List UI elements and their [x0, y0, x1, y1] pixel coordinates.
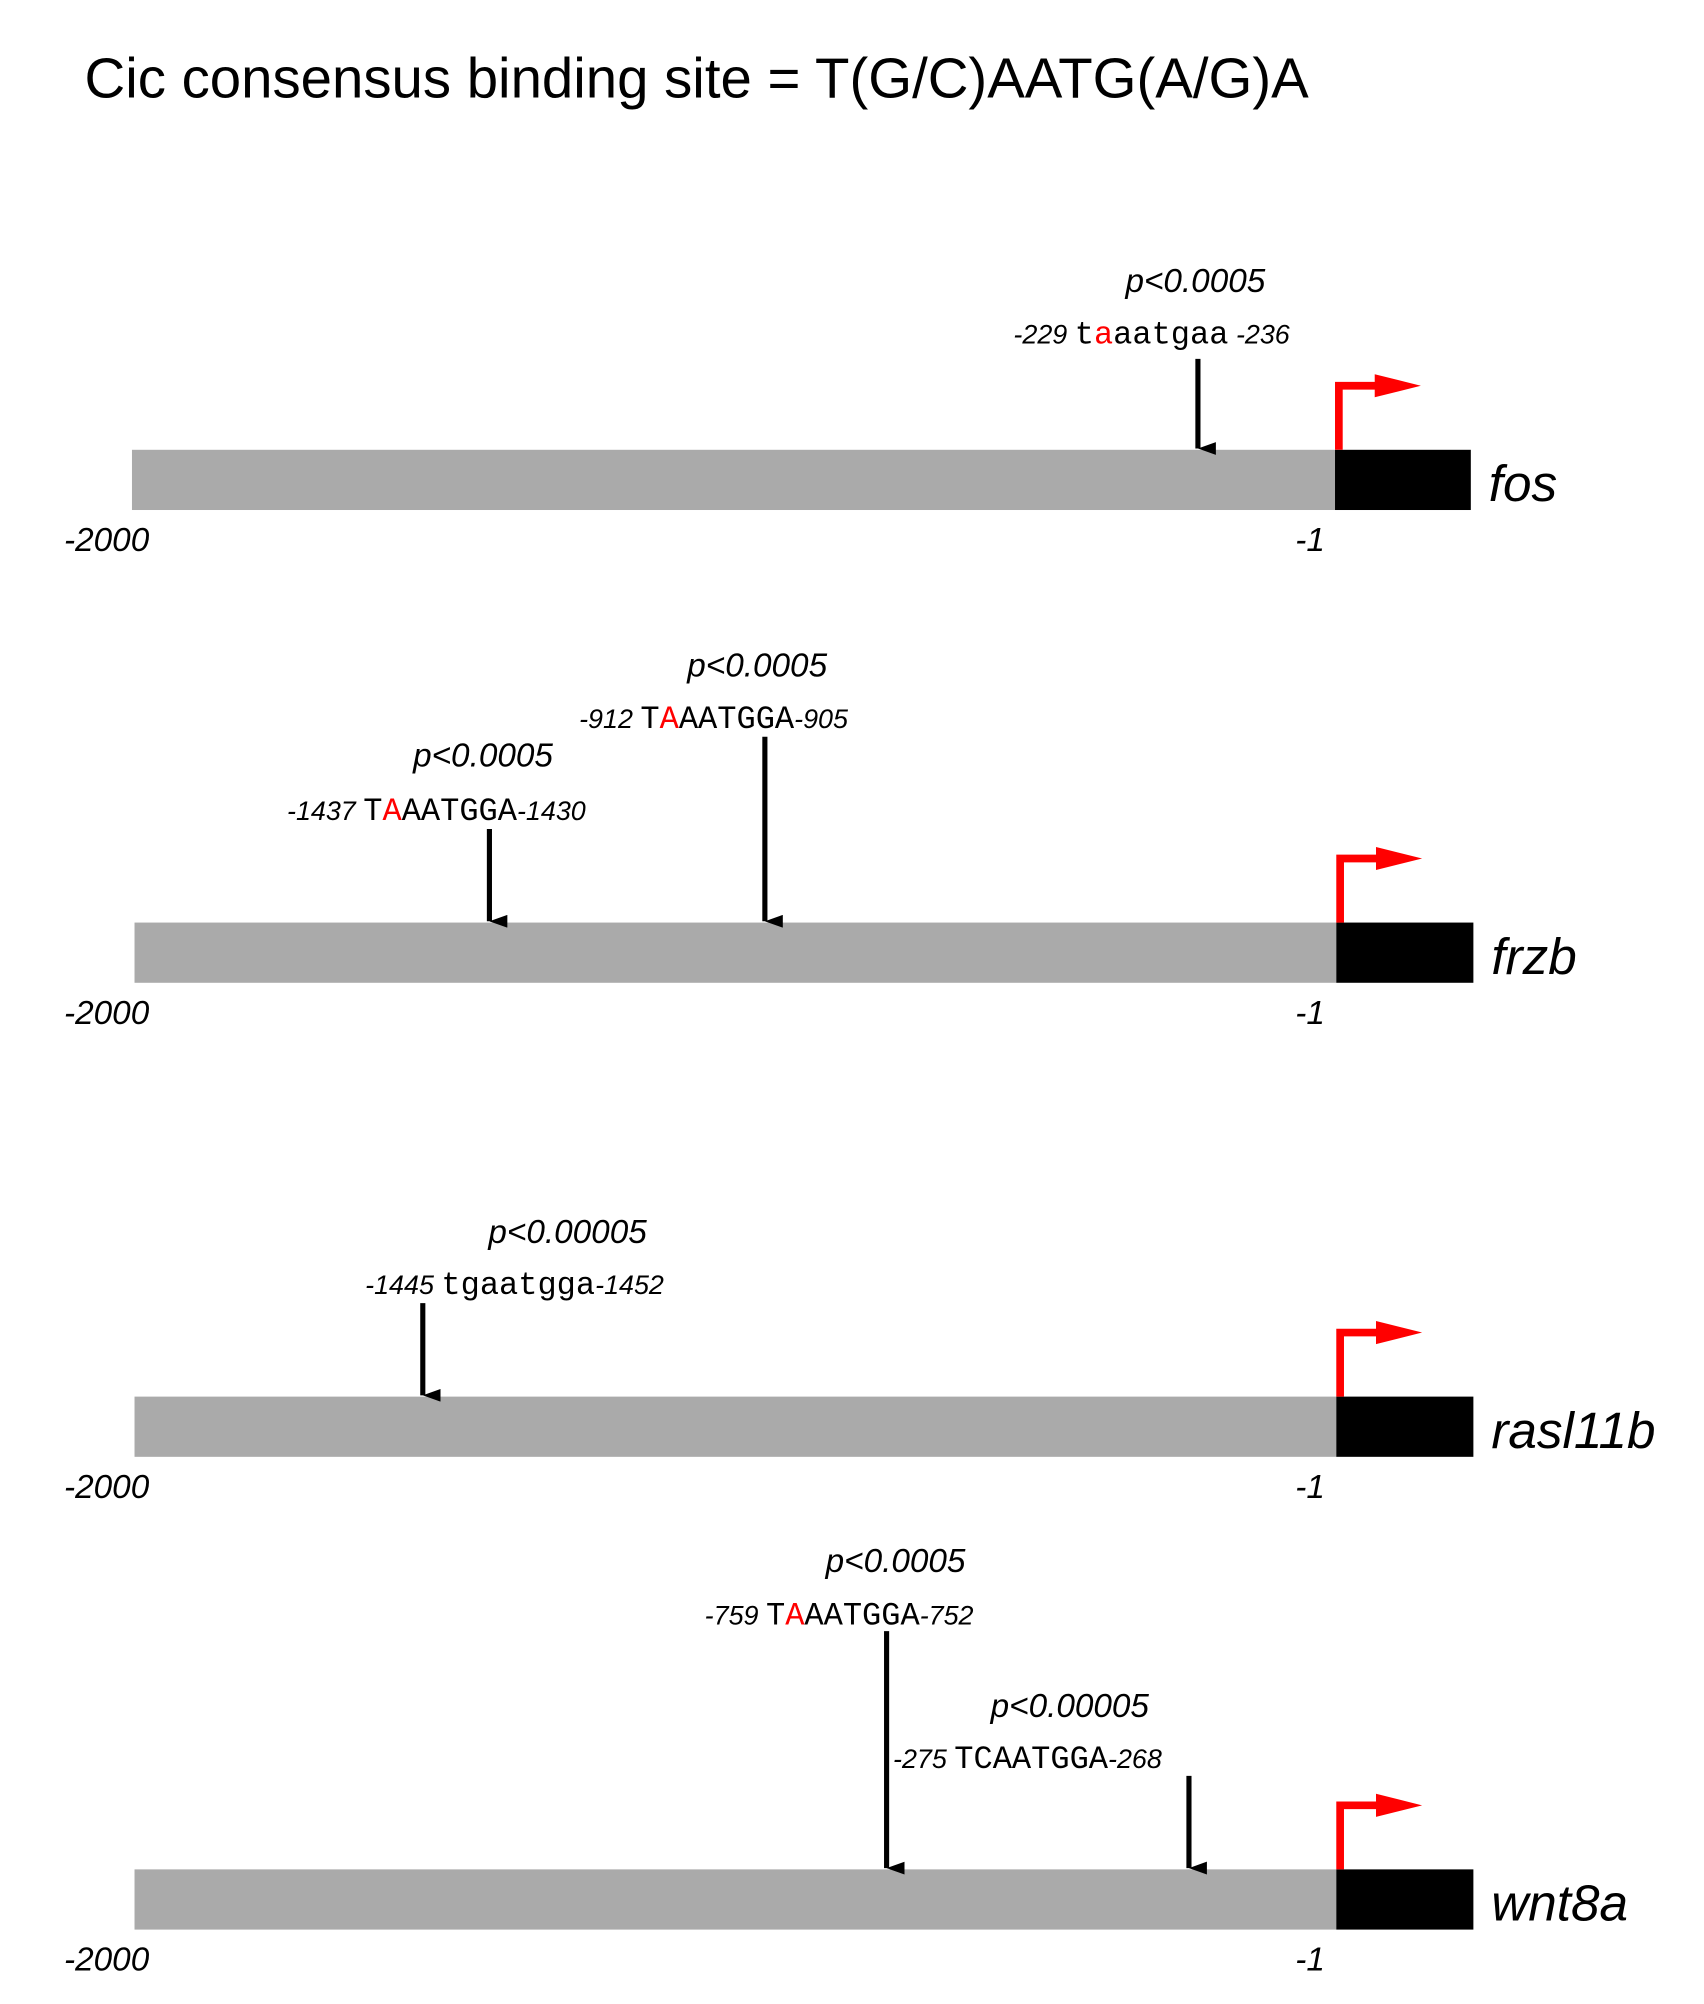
sequence-text: T	[363, 793, 382, 830]
sequence-text: aatgaa	[1113, 316, 1228, 353]
sequence-highlight: A	[785, 1598, 805, 1635]
tss-arrow-icon	[1336, 1328, 1379, 1397]
axis-start-label: -2000	[64, 995, 150, 1032]
p-value-label: p<0.00005	[990, 1688, 1150, 1725]
binding-site: p<0.0005 -1437 TAAATGGA-1430	[287, 737, 586, 928]
gene-name: wnt8a	[1491, 1875, 1628, 1932]
site-end-coord: -905	[794, 704, 849, 734]
site-start-coord: -912	[579, 704, 633, 734]
sequence-text: TCAATGGA	[954, 1741, 1108, 1778]
gene-name: fos	[1489, 455, 1557, 512]
binding-site: p<0.0005 -229 taaatgaa -236	[1013, 263, 1290, 455]
diagram-title: Cic consensus binding site = T(G/C)AATG(…	[85, 46, 1310, 109]
axis-start-label: -2000	[64, 1469, 150, 1506]
track-frzb: frzb-2000 -1p<0.0005-1437 TAAATGGA-1430p<…	[64, 648, 1577, 1032]
site-end-coord: -1452	[595, 1270, 664, 1300]
tss-arrow-icon	[1336, 1801, 1379, 1870]
track-rasl11b: rasl11b -2000 -1 p<0.00005 -1445 tgaatgga-14…	[64, 1214, 1656, 1506]
sequence-text: AATGGA	[402, 793, 518, 830]
p-value-label: p<0.0005	[412, 737, 553, 774]
sequence-text: t	[1075, 316, 1094, 353]
site-start-coord: -229	[1013, 319, 1067, 349]
promoter-bar	[134, 922, 1337, 983]
gene-name: rasl11b	[1491, 1402, 1655, 1459]
site-end-coord: -752	[920, 1601, 974, 1631]
axis-start-label: -2000	[64, 522, 150, 559]
binding-site: p<0.0005 -759 TAAATGGA-752	[705, 1543, 974, 1875]
tss-arrowhead-icon	[1374, 374, 1421, 398]
p-value-label: p<0.0005	[686, 648, 827, 685]
gene-body-bar	[1336, 1396, 1474, 1457]
sequence-text: AATGGA	[804, 1598, 920, 1635]
sequence-highlight: A	[382, 793, 402, 830]
axis-end-label: -1	[1295, 1942, 1325, 1979]
axis-end-label: -1	[1295, 1469, 1325, 1506]
sequence-text: tgaatgga	[441, 1267, 595, 1304]
sequence-text: T	[766, 1598, 785, 1635]
site-sequence-label: -275 TCAATGGA-268	[893, 1741, 1162, 1778]
site-sequence-label: -759 TAAATGGA-752	[705, 1598, 974, 1635]
site-start-coord: -1437	[287, 796, 357, 826]
site-start-coord: -275	[893, 1744, 948, 1774]
site-sequence-label: -1445 tgaatgga-1452	[365, 1267, 664, 1304]
axis-end-label: -1	[1295, 995, 1325, 1032]
binding-site: p<0.00005 -275 TCAATGGA-268	[893, 1688, 1207, 1875]
tss-arrow-icon	[1335, 381, 1378, 450]
gene-body-bar	[1335, 449, 1471, 511]
promoter-bar	[131, 449, 1336, 511]
gene-body-bar	[1336, 1869, 1474, 1930]
gene-name: frzb	[1491, 928, 1576, 985]
binding-site: p<0.00005 -1445 tgaatgga-1452	[365, 1214, 664, 1402]
axis-start-label: -2000	[64, 1942, 150, 1979]
tss-arrowhead-icon	[1376, 1321, 1423, 1345]
site-end-coord: -1430	[517, 796, 586, 826]
tss-arrowhead-icon	[1376, 846, 1423, 871]
sequence-text: T	[640, 701, 659, 738]
track-wnt8a: wnt8a-2000 -1p<0.0005-759 TAAATGGA-752p<0…	[64, 1543, 1628, 1978]
site-start-coord: -1445	[365, 1270, 435, 1300]
gene-body-bar	[1336, 922, 1474, 983]
track-fos: fos -2000 -1 p<0.0005 -229 taaatgaa -236	[64, 263, 1557, 559]
p-value-label: p<0.0005	[825, 1543, 966, 1580]
axis-end-label: -1	[1295, 522, 1325, 559]
site-end-coord: -236	[1236, 319, 1290, 349]
p-value-label: p<0.00005	[487, 1214, 647, 1251]
site-sequence-label: -1437 TAAATGGA-1430	[287, 793, 586, 830]
sequence-highlight: a	[1094, 316, 1113, 353]
site-sequence-label: -229 taaatgaa -236	[1013, 316, 1289, 353]
promoter-bar	[134, 1869, 1337, 1930]
site-start-coord: -759	[705, 1601, 759, 1631]
tss-arrowhead-icon	[1376, 1793, 1423, 1817]
p-value-label: p<0.0005	[1124, 263, 1265, 300]
promoter-bar	[134, 1396, 1337, 1457]
sequence-text: AATGGA	[679, 701, 795, 738]
tss-arrow-icon	[1336, 854, 1379, 923]
sequence-highlight: A	[660, 701, 680, 738]
site-sequence-label: -912 TAAATGGA-905	[579, 701, 849, 738]
binding-site: p<0.0005 -912 TAAATGGA-905	[579, 648, 849, 928]
site-end-coord: -268	[1108, 1744, 1162, 1774]
